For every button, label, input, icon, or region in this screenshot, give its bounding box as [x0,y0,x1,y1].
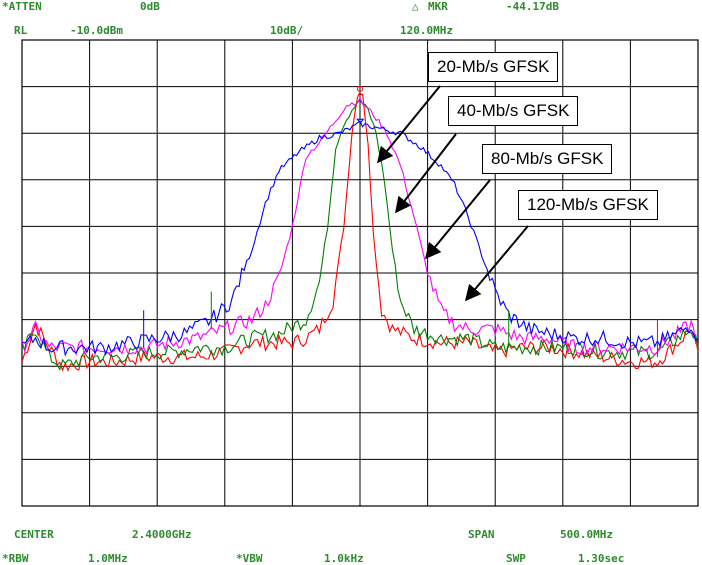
mkr-freq: 120.0MHz [400,24,453,37]
annotation-120mbps: 120-Mb/s GFSK [518,190,658,220]
mkr-label: MKR [428,0,448,13]
atten-value: 0dB [140,0,160,13]
series-line-2 [21,96,699,357]
marker-delta-icon: △ [412,0,419,13]
vbw-label: *VBW [236,552,263,565]
peak-marker [357,85,363,92]
delta-marker [356,118,365,125]
annotation-20mbps: 20-Mb/s GFSK [428,52,559,82]
rbw-value: 1.0MHz [88,552,128,565]
traces [21,91,699,372]
grid [21,39,699,507]
annotation-arrow-0 [376,85,441,164]
annotation-arrow-2 [424,179,491,260]
annotation-arrows [376,85,529,302]
swp-value: 1.30sec [578,552,625,565]
atten-label: *ATTEN [2,0,42,13]
span-value: 500.0MHz [560,528,613,541]
annotation-arrow-1 [395,133,457,214]
mkr-value: -44.17dB [506,0,559,13]
span-label: SPAN [468,528,495,541]
center-label: CENTER [14,528,54,541]
scale-value: 10dB/ [270,24,304,37]
rl-label: RL [14,24,28,37]
annotation-arrow-3 [464,225,529,302]
center-value: 2.4000GHz [132,528,192,541]
rbw-label: *RBW [2,552,29,565]
swp-label: SWP [506,552,526,565]
annotation-40mbps: 40-Mb/s GFSK [448,96,579,126]
annotation-80mbps: 80-Mb/s GFSK [482,144,613,174]
markers [356,85,365,125]
rl-value: -10.0dBm [70,24,123,37]
vbw-value: 1.0kHz [324,552,364,565]
series-line-3 [21,120,699,357]
